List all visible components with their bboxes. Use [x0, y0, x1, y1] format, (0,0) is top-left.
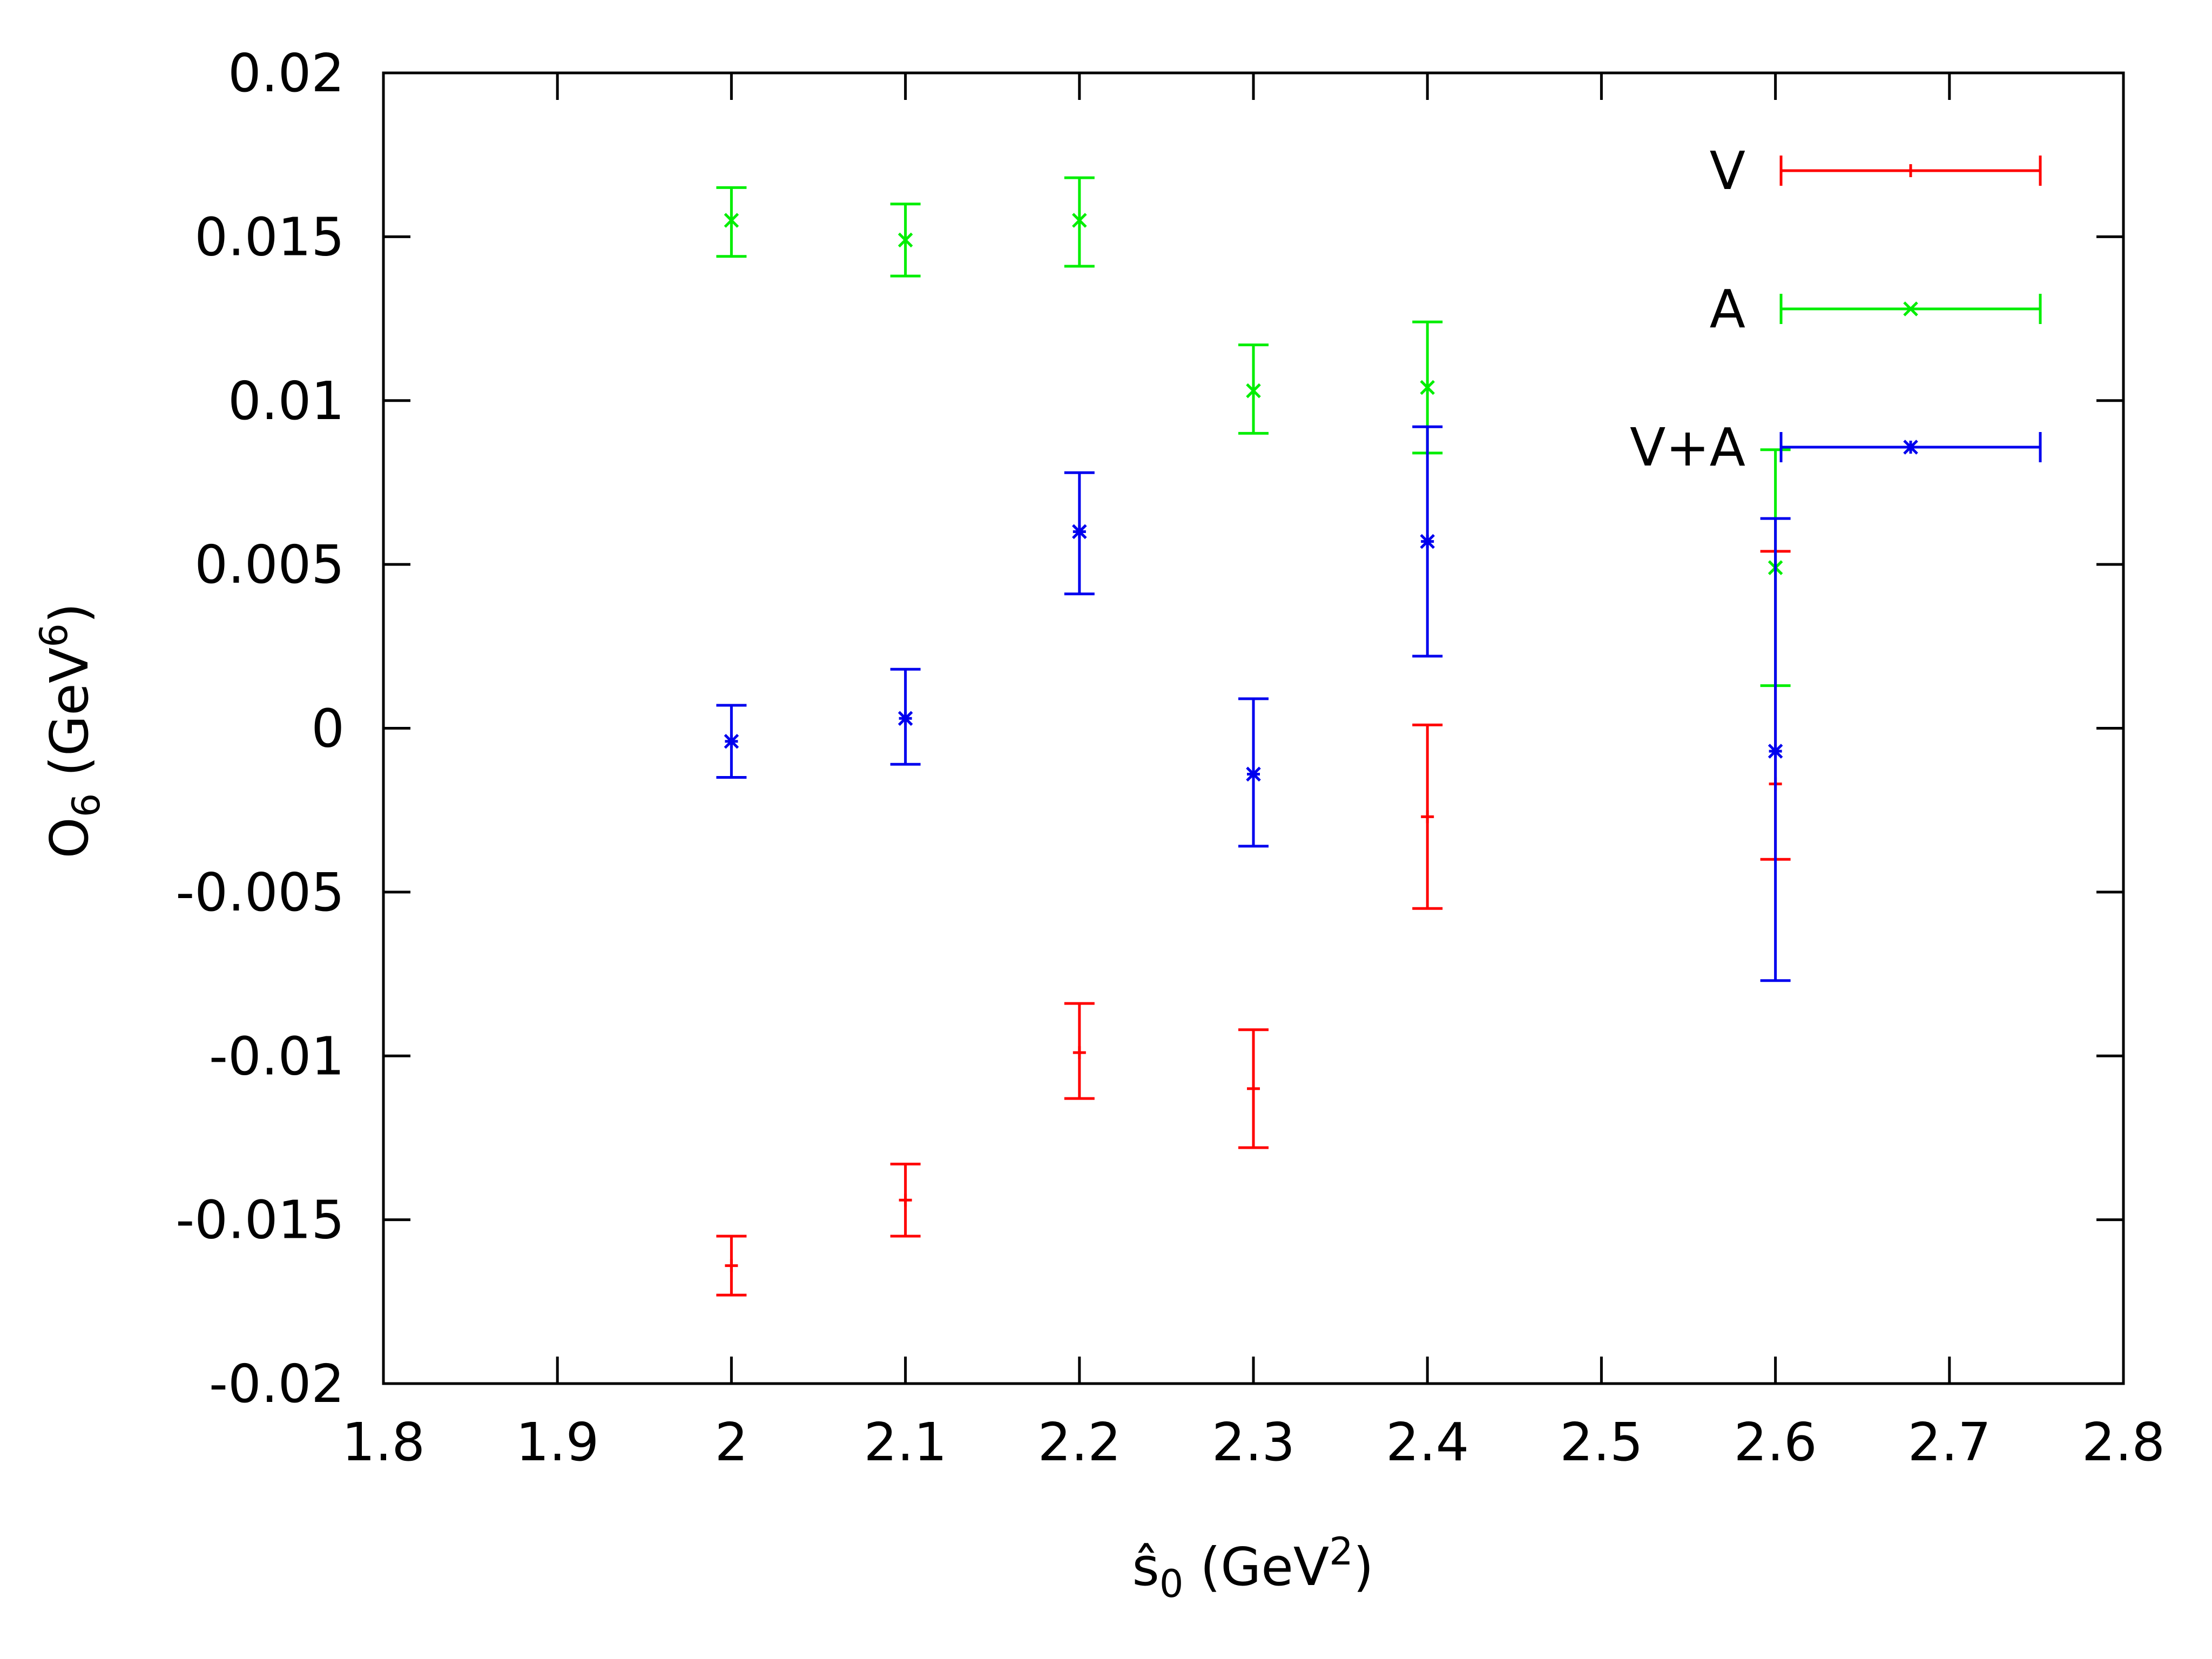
data-point-a	[716, 186, 747, 258]
y-tick-label: -0.005	[176, 862, 345, 923]
data-point-v-plus-a	[1238, 697, 1269, 848]
data-point-v-plus-a	[1412, 425, 1443, 658]
data-point-v	[1064, 1002, 1095, 1100]
legend-entry-v-plus-a: V+A	[1630, 417, 2042, 478]
point-marker-d2	[724, 213, 739, 228]
data-point-a	[1064, 176, 1095, 268]
data-point-v	[890, 1162, 921, 1238]
legend-marker-d2	[1903, 440, 1918, 455]
x-axis-title: ŝ0 (GeV2)	[1132, 1529, 1373, 1606]
x-tick-label: 2	[715, 1412, 748, 1473]
y-tick-label: 0.02	[228, 43, 345, 104]
point-marker-d2	[1072, 524, 1087, 539]
y-tick-label: 0.015	[194, 206, 345, 267]
y-tick-label: -0.02	[209, 1353, 345, 1414]
x-tick-label: 2.4	[1386, 1412, 1469, 1473]
point-marker-d2	[898, 711, 913, 726]
legend: V A V+A	[1630, 140, 2042, 478]
x-tick-label: 2.8	[2082, 1412, 2165, 1473]
point-marker-d2	[1420, 380, 1435, 395]
data-point-a	[890, 203, 921, 278]
x-tick-label: 2.7	[1908, 1412, 1991, 1473]
x-tick-label: 2.1	[864, 1412, 947, 1473]
x-tick-label: 2.3	[1212, 1412, 1295, 1473]
point-marker-d2	[1246, 766, 1261, 782]
point-marker-d2	[898, 232, 913, 248]
data-point-a	[1238, 343, 1269, 435]
point-marker-d2	[1246, 383, 1261, 399]
data-point-v-plus-a	[890, 667, 921, 766]
data-point-v	[1412, 723, 1443, 910]
point-marker-d2	[1072, 213, 1087, 228]
x-tick-label: 2.5	[1560, 1412, 1643, 1473]
plot-frame	[382, 71, 2125, 1385]
y-tick-label: -0.01	[209, 1026, 345, 1087]
point-marker-d2	[1420, 534, 1435, 549]
legend-label: V	[1710, 140, 1745, 201]
y-tick-label: -0.015	[176, 1190, 345, 1251]
point-marker-d2	[724, 734, 739, 749]
y-tick-label: 0	[311, 698, 345, 759]
tick-labels: 1.8 1.9 2 2.1 2.2 2.3 2.4 2.5 2.6 2.7 2.8 -0.02 -0.0…	[176, 43, 2165, 1473]
x-tick-label: 2.6	[1734, 1412, 1817, 1473]
series-v-plus-a	[716, 425, 1791, 982]
x-tick-label: 1.9	[516, 1412, 599, 1473]
data-point-v-plus-a	[1760, 517, 1791, 982]
point-marker-d2	[1768, 744, 1783, 759]
y-tick-label: 0.01	[228, 370, 345, 431]
data-series	[716, 176, 1791, 1297]
legend-marker-d2	[1903, 301, 1918, 316]
y-axis-title: O6 (GeV6)	[32, 603, 109, 858]
data-point-v-plus-a	[716, 704, 747, 779]
legend-entry-v: V	[1710, 140, 2042, 201]
legend-label: A	[1710, 279, 1745, 340]
x-tick-label: 1.8	[342, 1412, 425, 1473]
data-point-v	[1238, 1028, 1269, 1149]
data-point-v	[716, 1235, 747, 1297]
legend-entry-a: A	[1710, 279, 2042, 340]
y-tick-label: 0.005	[194, 534, 345, 595]
x-tick-label: 2.2	[1038, 1412, 1121, 1473]
legend-label: V+A	[1630, 417, 1745, 478]
data-point-v-plus-a	[1064, 471, 1095, 596]
